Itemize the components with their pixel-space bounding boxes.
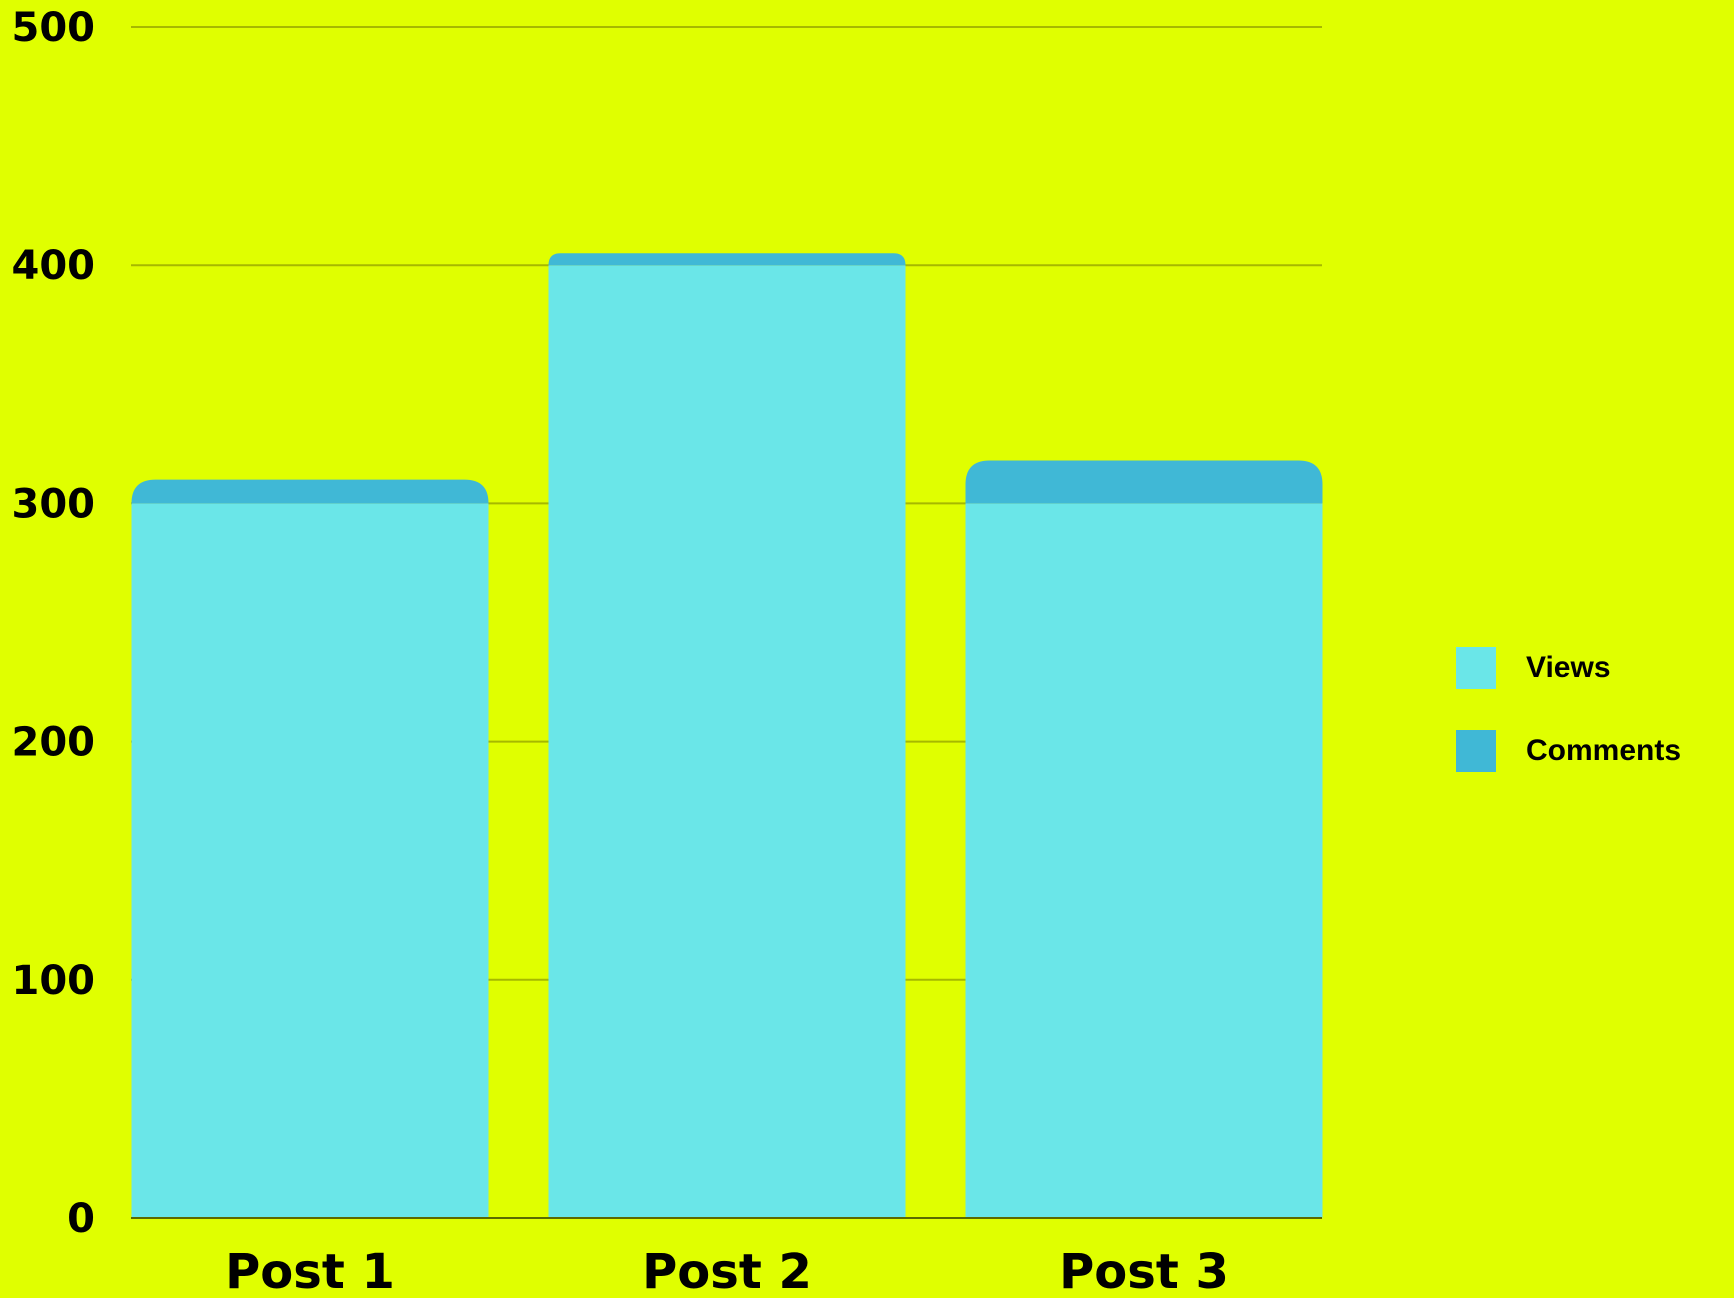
bar-comments-1 [131,479,489,504]
chart-legend: Views Comments [1456,647,1681,813]
legend-swatch-comments [1456,730,1496,772]
bar-views-3 [965,503,1323,1218]
y-tick-label-200: 200 [12,720,96,766]
x-tick-label-3: Post 3 [1059,1244,1229,1294]
y-tick-label-400: 400 [12,243,96,289]
bar-comments-3 [965,460,1323,504]
legend-label-views: Views [1526,651,1611,684]
x-tick-label-1: Post 1 [225,1244,395,1294]
x-tick-label-2: Post 2 [642,1244,812,1294]
bar-views-2 [548,265,906,1218]
legend-swatch-views [1456,647,1496,689]
legend-item-views: Views [1456,647,1681,689]
y-tick-label-500: 500 [12,5,96,51]
legend-label-comments: Comments [1526,734,1682,767]
y-tick-label-100: 100 [12,958,96,1004]
y-tick-label-300: 300 [12,481,96,527]
bar-comments-2 [548,253,906,266]
bar-views-1 [131,503,489,1218]
y-tick-label-0: 0 [67,1196,95,1242]
legend-item-comments: Comments [1456,730,1681,772]
